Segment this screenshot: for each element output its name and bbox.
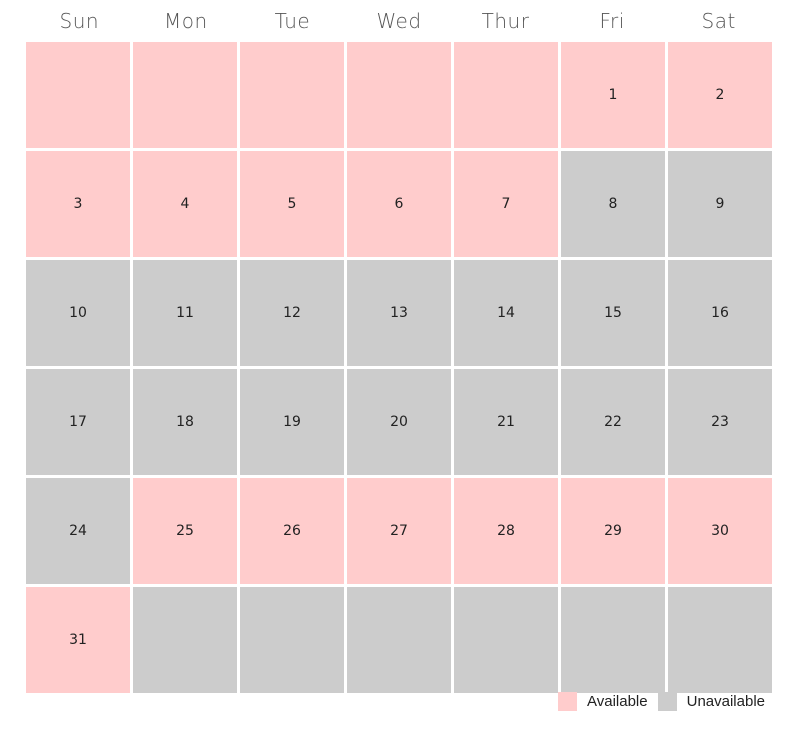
day-number: 20 [390,414,408,430]
day-cell[interactable]: 20 [347,369,451,475]
day-cell[interactable]: 27 [347,478,451,584]
day-number: 7 [501,196,511,212]
day-number: 2 [715,87,725,103]
empty-day-cell [561,587,665,693]
day-number: 15 [604,305,622,321]
day-cell[interactable]: 19 [240,369,344,475]
day-cell[interactable]: 30 [668,478,772,584]
weekday-header-fri: Fri [599,9,625,33]
day-number: 30 [711,523,729,539]
empty-day-cell [133,42,237,148]
legend-unavailable-label: Unavailable [686,693,765,710]
day-number: 17 [69,414,87,430]
day-cell[interactable]: 3 [26,151,130,257]
day-cell[interactable]: 31 [26,587,130,693]
day-number: 6 [394,196,404,212]
day-number: 28 [497,523,515,539]
day-cell[interactable]: 28 [454,478,558,584]
weekday-header-mon: Mon [164,9,208,33]
day-number: 26 [283,523,301,539]
day-number: 29 [604,523,622,539]
weekday-header-wed: Wed [376,9,422,33]
legend-item-available: Available [558,692,648,711]
day-cell[interactable]: 13 [347,260,451,366]
day-number: 1 [608,87,618,103]
empty-day-cell [668,587,772,693]
day-cell[interactable]: 12 [240,260,344,366]
available-swatch [558,692,577,711]
empty-day-cell [454,42,558,148]
day-number: 22 [604,414,622,430]
day-cell[interactable]: 7 [454,151,558,257]
day-cell[interactable]: 16 [668,260,772,366]
day-cell[interactable]: 21 [454,369,558,475]
day-cell[interactable]: 2 [668,42,772,148]
day-cell[interactable]: 9 [668,151,772,257]
day-number: 27 [390,523,408,539]
calendar-grid: 1 2 3 4 5 6 7 8 9 10 11 12 13 14 15 16 17 18 19 20 21 22 23 24 2… [26,42,772,693]
day-number: 14 [497,305,515,321]
day-cell[interactable]: 4 [133,151,237,257]
day-number: 10 [69,305,87,321]
empty-day-cell [347,42,451,148]
legend: Available Unavailable [558,692,765,711]
day-cell[interactable]: 6 [347,151,451,257]
day-number: 9 [715,196,725,212]
day-number: 18 [176,414,194,430]
weekday-header-sat: Sat [701,9,736,33]
legend-item-unavailable: Unavailable [657,692,765,711]
weekday-header-sun: Sun [59,9,100,33]
day-cell[interactable]: 29 [561,478,665,584]
day-cell[interactable]: 11 [133,260,237,366]
weekday-header-thur: Thur [481,9,530,33]
day-number: 24 [69,523,87,539]
day-number: 13 [390,305,408,321]
day-cell[interactable]: 14 [454,260,558,366]
day-number: 5 [287,196,297,212]
day-number: 12 [283,305,301,321]
empty-day-cell [26,42,130,148]
empty-day-cell [347,587,451,693]
day-cell[interactable]: 18 [133,369,237,475]
day-number: 3 [73,196,83,212]
day-number: 8 [608,196,618,212]
empty-day-cell [133,587,237,693]
day-number: 21 [497,414,515,430]
day-cell[interactable]: 5 [240,151,344,257]
calendar: Sun Mon Tue Wed Thur Fri Sat 1 2 3 4 5 6 7 8 9 10… [26,0,772,693]
day-number: 19 [283,414,301,430]
unavailable-swatch [657,692,677,711]
day-cell[interactable]: 24 [26,478,130,584]
legend-available-label: Available [587,693,648,710]
empty-day-cell [240,587,344,693]
empty-day-cell [240,42,344,148]
day-cell[interactable]: 17 [26,369,130,475]
day-cell[interactable]: 10 [26,260,130,366]
day-cell[interactable]: 15 [561,260,665,366]
day-number: 31 [69,632,87,648]
weekday-header-tue: Tue [274,9,311,33]
day-cell[interactable]: 26 [240,478,344,584]
day-number: 11 [176,305,194,321]
weekday-header-row: Sun Mon Tue Wed Thur Fri Sat [26,0,772,42]
day-cell[interactable]: 23 [668,369,772,475]
empty-day-cell [454,587,558,693]
day-cell[interactable]: 25 [133,478,237,584]
day-number: 23 [711,414,729,430]
day-number: 4 [180,196,190,212]
day-number: 25 [176,523,194,539]
day-number: 16 [711,305,729,321]
day-cell[interactable]: 1 [561,42,665,148]
day-cell[interactable]: 22 [561,369,665,475]
day-cell[interactable]: 8 [561,151,665,257]
